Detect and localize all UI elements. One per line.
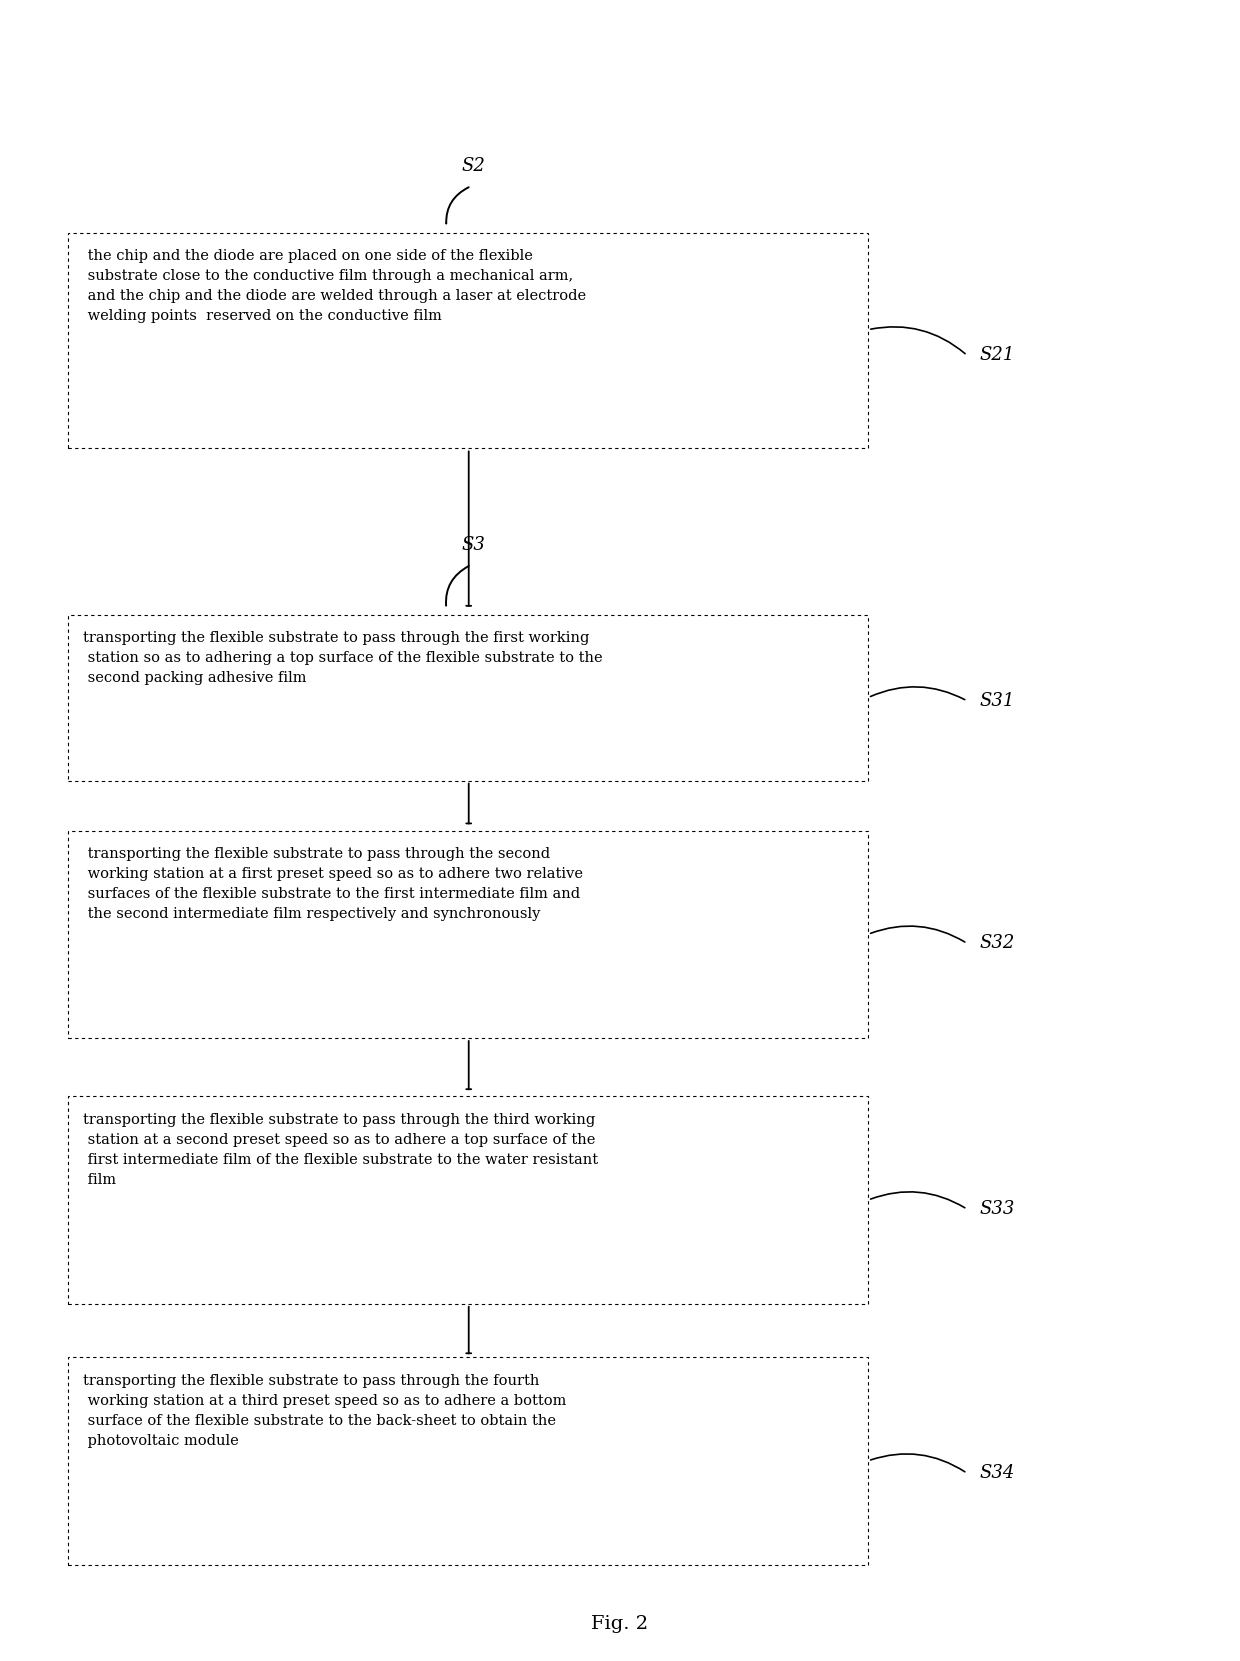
- Text: transporting the flexible substrate to pass through the second
 working station : transporting the flexible substrate to p…: [83, 847, 583, 922]
- Text: S32: S32: [980, 935, 1016, 952]
- Text: S3: S3: [461, 537, 486, 553]
- Text: S21: S21: [980, 347, 1016, 364]
- Text: S31: S31: [980, 693, 1016, 709]
- FancyArrowPatch shape: [870, 1193, 965, 1208]
- FancyArrowPatch shape: [446, 566, 469, 606]
- FancyArrowPatch shape: [870, 927, 965, 942]
- Bar: [68, 233, 868, 448]
- Bar: [68, 615, 868, 781]
- FancyArrowPatch shape: [870, 688, 965, 699]
- FancyArrowPatch shape: [870, 1453, 965, 1472]
- Bar: [68, 1357, 868, 1565]
- Text: S34: S34: [980, 1465, 1016, 1482]
- Text: transporting the flexible substrate to pass through the first working
 station s: transporting the flexible substrate to p…: [83, 631, 603, 686]
- Text: S33: S33: [980, 1201, 1016, 1218]
- Text: Fig. 2: Fig. 2: [591, 1616, 649, 1633]
- Bar: [68, 1096, 868, 1304]
- Bar: [68, 830, 868, 1038]
- Text: the chip and the diode are placed on one side of the flexible
 substrate close t: the chip and the diode are placed on one…: [83, 249, 587, 324]
- FancyArrowPatch shape: [870, 327, 965, 354]
- FancyArrowPatch shape: [446, 188, 469, 224]
- Text: transporting the flexible substrate to pass through the fourth
 working station : transporting the flexible substrate to p…: [83, 1374, 567, 1448]
- Text: transporting the flexible substrate to pass through the third working
 station a: transporting the flexible substrate to p…: [83, 1113, 598, 1188]
- Text: S2: S2: [461, 158, 486, 174]
